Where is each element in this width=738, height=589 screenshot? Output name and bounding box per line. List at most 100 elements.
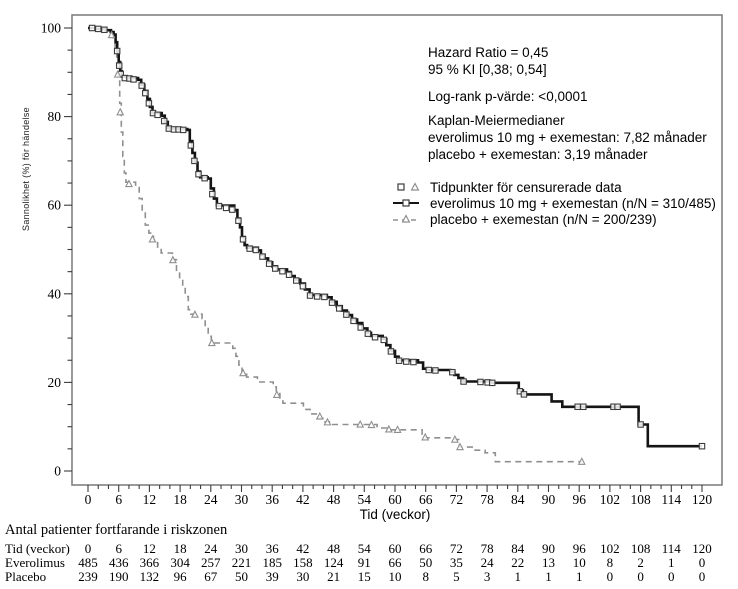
censor-square <box>115 62 123 69</box>
censor-square <box>614 403 621 411</box>
censor-triangle <box>107 30 116 39</box>
risk-time-cell: 36 <box>265 541 279 556</box>
risk-everolimus-cell: 366 <box>139 555 160 570</box>
x-tick-label: 0 <box>85 492 92 507</box>
x-axis-title: Tid (veckor) <box>359 507 431 522</box>
censor-square <box>179 126 187 134</box>
risk-time-cell: 90 <box>542 541 555 556</box>
censor-square <box>279 267 286 275</box>
risk-time-cell: 0 <box>84 541 92 556</box>
risk-everolimus-cell: 2 <box>637 555 644 570</box>
risk-time-cell: 30 <box>235 541 248 556</box>
everolimus-line-icon <box>392 197 426 209</box>
risk-time-cell: 84 <box>511 541 525 556</box>
censor-square <box>299 283 307 290</box>
censor-square <box>371 333 379 341</box>
censor-square <box>94 25 102 33</box>
censor-square <box>259 253 266 260</box>
y-axis-title: Sannolikhet (%) för händelse <box>21 107 31 231</box>
risk-placebo-cell: 1 <box>545 569 552 584</box>
risk-time-cell: 42 <box>296 541 310 556</box>
censor-triangle <box>124 179 133 188</box>
risk-time-cell: 12 <box>142 541 156 556</box>
censor-square <box>265 260 273 267</box>
risk-everolimus-cell: 1 <box>668 555 675 570</box>
risk-placebo-cell: 39 <box>265 569 279 584</box>
censor-square <box>425 366 433 374</box>
y-tick-label: 20 <box>48 375 62 390</box>
risk-time-cell: 60 <box>388 541 402 556</box>
risk-placebo-cell: 50 <box>235 569 248 584</box>
legend-row-censored: Tidpunkter för censurerade data <box>392 179 716 195</box>
censor-triangle <box>577 457 586 465</box>
x-tick-label: 96 <box>572 492 586 507</box>
censor-square <box>130 76 137 83</box>
censor-triangle <box>239 368 248 377</box>
censor-square <box>574 403 581 411</box>
risk-everolimus-cell: 304 <box>170 555 190 570</box>
censor-square <box>449 368 456 376</box>
risk-placebo-cell: 10 <box>388 569 402 584</box>
censor-square <box>364 330 372 337</box>
censor-square <box>432 367 439 374</box>
risk-placebo-cell: 0 <box>637 569 644 584</box>
risk-table-row-label-placebo: Placebo <box>5 569 47 584</box>
y-tick-label: 60 <box>48 198 62 213</box>
censor-square <box>285 271 293 279</box>
placebo-curve <box>88 27 583 463</box>
risk-everolimus-cell: 50 <box>419 555 433 570</box>
censor-square <box>239 236 247 243</box>
risk-placebo-cell: 21 <box>327 569 341 584</box>
risk-placebo-cell: 190 <box>108 569 129 584</box>
x-tick-label: 60 <box>388 492 402 507</box>
risk-placebo-cell: 1 <box>514 569 522 584</box>
censor-square <box>272 265 279 272</box>
censor-square <box>195 170 202 178</box>
censor-square <box>191 157 198 165</box>
risk-everolimus-cell: 35 <box>449 555 463 570</box>
risk-everolimus-cell: 91 <box>357 555 371 570</box>
x-tick-label: 78 <box>480 492 494 507</box>
censor-square <box>313 293 321 300</box>
risk-everolimus-cell: 24 <box>480 555 494 570</box>
risk-time-cell: 18 <box>173 541 187 556</box>
logrank-text: Log-rank p-värde: <0,0001 <box>428 89 588 104</box>
x-tick-label: 72 <box>450 492 464 507</box>
risk-everolimus-cell: 185 <box>262 555 282 570</box>
censor-triangle <box>148 234 157 243</box>
y-tick-label: 0 <box>54 464 61 479</box>
censor-triangle <box>113 69 122 78</box>
censor-square <box>113 47 121 55</box>
x-tick-label: 18 <box>173 492 187 507</box>
censor-square <box>138 82 145 89</box>
stats-annotation-block: Hazard Ratio = 0,45 95 % KI [0,38; 0,54]… <box>428 44 707 163</box>
risk-placebo-cell: 5 <box>453 569 460 584</box>
x-tick-label: 54 <box>358 492 372 507</box>
censor-square <box>292 277 300 284</box>
censor-square <box>350 317 357 325</box>
km-median-everolimus: everolimus 10 mg + exemestan: 7,82 månad… <box>428 130 707 145</box>
censor-square <box>357 324 364 331</box>
censor-square <box>142 89 149 97</box>
risk-time-cell: 54 <box>357 541 371 556</box>
risk-time-cell: 108 <box>630 541 651 556</box>
risk-placebo-cell: 96 <box>173 569 187 584</box>
risk-time-cell: 48 <box>327 541 341 556</box>
censor-triangle <box>450 434 459 443</box>
censor-square <box>380 336 387 344</box>
censor-triangle <box>323 417 332 426</box>
risk-placebo-cell: 132 <box>139 569 160 584</box>
censor-square <box>215 202 223 210</box>
censor-triangle <box>384 424 393 433</box>
legend-row-placebo: placebo + exemestan (n/N = 200/239) <box>392 211 716 227</box>
censor-square <box>222 204 230 212</box>
censor-square <box>328 299 336 306</box>
censored-markers-icon <box>392 181 426 193</box>
km-median-placebo: placebo + exemestan: 3,19 månader <box>428 147 648 162</box>
censor-square <box>235 217 242 224</box>
censor-square <box>252 246 260 254</box>
censor-square <box>201 174 208 182</box>
censor-triangle <box>367 420 376 429</box>
censor-square <box>460 378 467 385</box>
risk-table-row-label-everolimus: Everolimus <box>5 555 65 570</box>
